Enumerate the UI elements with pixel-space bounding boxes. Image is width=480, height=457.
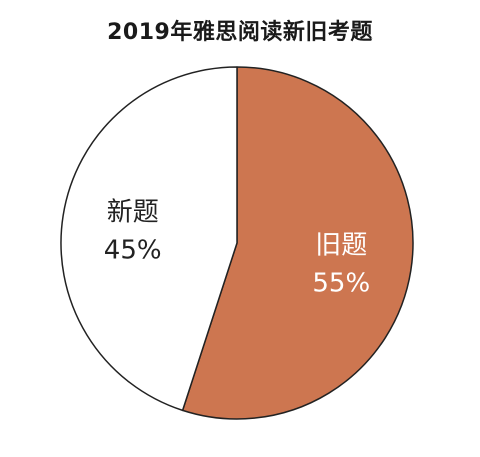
pie-slice-1-label: 旧题 — [315, 231, 367, 261]
pie-slice-2 — [60, 66, 238, 412]
pie-labels: 旧题 55% 新题 45% — [104, 198, 370, 299]
chart-title: 2019年雅思阅读新旧考题 — [107, 20, 373, 45]
pie-slice-1 — [181, 66, 414, 420]
pie-slice-2-label: 新题 — [107, 198, 159, 228]
pie-slices — [60, 66, 414, 420]
pie-slice-2-value-label: 45% — [104, 236, 162, 266]
pie-slice-1-value-label: 55% — [312, 269, 370, 299]
